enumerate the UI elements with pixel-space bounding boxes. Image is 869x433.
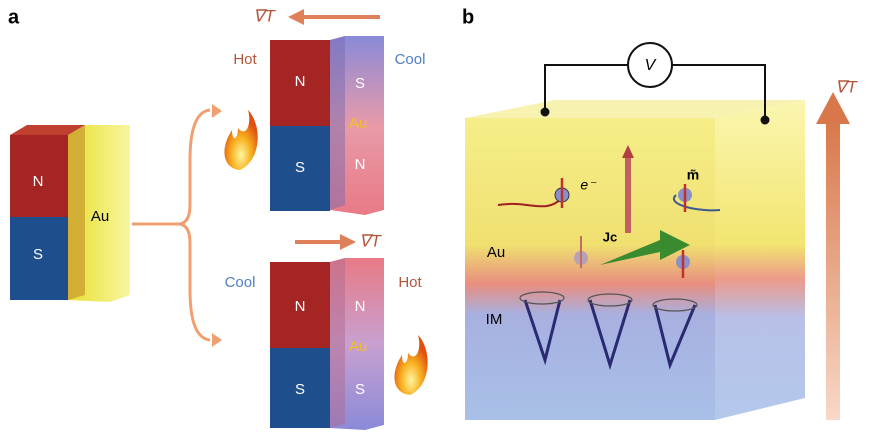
layer-label: Au xyxy=(91,208,109,225)
layer-label: IM xyxy=(486,311,503,328)
gradient-arrow xyxy=(288,9,380,25)
flame-icon xyxy=(224,110,258,170)
gradient-arrow xyxy=(295,234,356,250)
pole-label: S xyxy=(33,246,43,263)
electron-label: e⁻ xyxy=(580,177,597,193)
panel-label: a xyxy=(8,6,20,28)
cool-label: Cool xyxy=(395,51,426,68)
pole-label: S xyxy=(295,381,305,398)
pole-label: S xyxy=(295,159,305,176)
flame-icon xyxy=(394,335,428,395)
pole-label: N xyxy=(295,298,306,315)
layer-label: Au xyxy=(349,338,367,355)
circuit xyxy=(540,42,770,125)
gradient-label: ∇T xyxy=(835,77,858,96)
gradient-label: ∇T xyxy=(253,6,276,25)
split-arrow xyxy=(132,104,222,347)
hot-label: Hot xyxy=(233,51,257,68)
current-label: Jc xyxy=(603,229,617,244)
voltmeter-label: V xyxy=(645,57,657,74)
top-block xyxy=(270,36,384,215)
gradient-label: ∇T xyxy=(359,231,382,250)
layer-label: Au xyxy=(349,115,367,132)
magnon-label: m̃ xyxy=(687,167,699,183)
hot-label: Hot xyxy=(398,274,422,291)
cool-label: Cool xyxy=(225,274,256,291)
pole-label: N xyxy=(33,173,44,190)
pole-label: S xyxy=(355,75,365,92)
pole-label: N xyxy=(355,156,366,173)
pole-label: N xyxy=(295,73,306,90)
pole-label: S xyxy=(355,381,365,398)
panel-label: b xyxy=(462,6,474,28)
bottom-block xyxy=(270,258,384,430)
layer-label: Au xyxy=(487,244,505,261)
sample-box xyxy=(465,100,805,420)
pole-label: N xyxy=(355,298,366,315)
gradient-arrow xyxy=(816,92,850,420)
spin-illustration xyxy=(497,145,721,371)
left-block xyxy=(10,125,130,302)
